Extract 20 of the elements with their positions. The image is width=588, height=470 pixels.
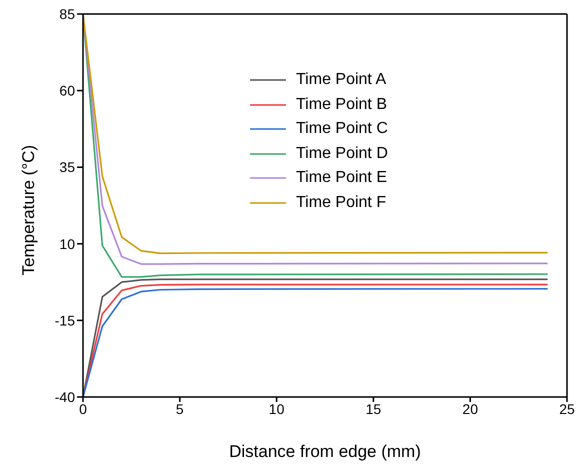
y-tick-label: 85	[59, 6, 76, 22]
legend-label: Time Point D	[296, 144, 388, 164]
y-tick-label: 10	[59, 236, 76, 252]
x-tick-label: 10	[268, 400, 285, 417]
legend-label: Time Point F	[296, 192, 386, 212]
legend-label: Time Point E	[296, 168, 387, 188]
x-axis-title: Distance from edge (mm)	[229, 442, 421, 461]
y-tick-label: 60	[59, 82, 76, 99]
y-tick-label: -15	[54, 312, 76, 328]
legend-label: Time Point C	[296, 119, 388, 139]
y-tick-label: -40	[54, 388, 76, 405]
y-axis-title: Temperature (°C)	[19, 144, 38, 276]
x-tick-label: 25	[559, 400, 575, 417]
x-tick-label: 15	[366, 400, 382, 417]
y-tick-label: 35	[59, 159, 76, 176]
legend-label: Time Point A	[296, 70, 386, 90]
x-tick-label: 5	[176, 400, 184, 417]
legend-label: Time Point B	[296, 94, 387, 114]
x-tick-label: 20	[462, 400, 478, 417]
x-tick-label: 0	[79, 400, 88, 417]
